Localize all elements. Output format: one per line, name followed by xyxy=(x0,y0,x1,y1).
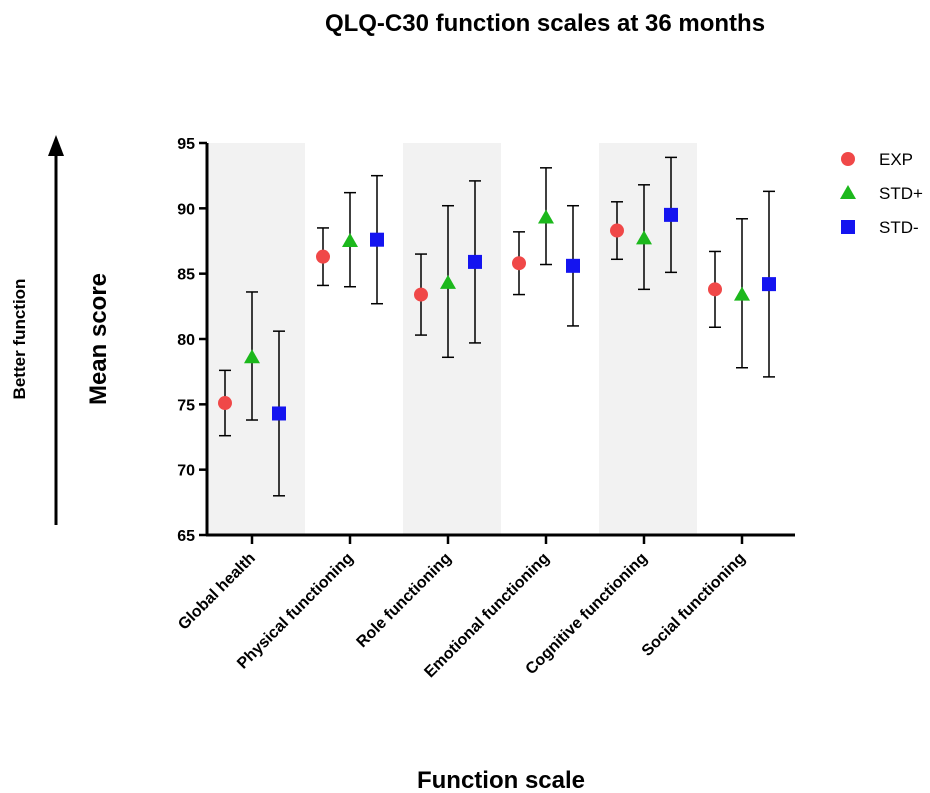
point-exp xyxy=(218,396,232,411)
point-exp xyxy=(316,249,330,264)
legend: EXP STD+ STD- xyxy=(840,150,923,237)
point-std-minus xyxy=(370,232,384,247)
point-std-plus xyxy=(734,286,750,301)
y-tick-label: 90 xyxy=(177,201,195,218)
arrow-head xyxy=(48,135,64,156)
shaded-band xyxy=(207,143,305,535)
point-std-minus xyxy=(468,254,482,269)
point-std-minus xyxy=(272,406,286,421)
side-label: Better function xyxy=(10,279,29,400)
point-exp xyxy=(414,287,428,302)
shaded-band xyxy=(599,143,697,535)
data-points xyxy=(218,156,776,497)
point-std-plus xyxy=(244,349,260,364)
point-std-plus xyxy=(440,274,456,289)
legend-label: STD- xyxy=(879,218,919,237)
chart-title: QLQ-C30 function scales at 36 months xyxy=(325,10,765,37)
y-tick-label: 80 xyxy=(177,332,195,349)
x-tick-label: Global health xyxy=(175,550,259,634)
y-axis: 65 70 75 80 85 90 95 xyxy=(177,136,209,545)
y-tick-label: 65 xyxy=(177,528,195,545)
y-tick-label: 95 xyxy=(177,136,195,153)
legend-marker-exp xyxy=(841,152,855,166)
y-axis-title: Mean score xyxy=(85,273,112,405)
point-std-minus xyxy=(664,207,678,222)
legend-label: STD+ xyxy=(879,184,923,203)
x-axis-title: Function scale xyxy=(417,767,585,793)
point-std-minus xyxy=(566,258,580,273)
legend-label: EXP xyxy=(879,150,913,169)
point-std-minus xyxy=(762,277,776,292)
y-tick-label: 85 xyxy=(177,267,195,284)
shaded-band xyxy=(403,143,501,535)
x-tick-label: Social functioning xyxy=(639,550,749,660)
point-exp xyxy=(708,282,722,297)
point-std-plus xyxy=(342,233,358,247)
better-function-arrow xyxy=(48,135,64,525)
x-tick-label: Physical functioning xyxy=(234,550,357,673)
point-exp xyxy=(512,256,526,271)
legend-marker-std-minus xyxy=(841,220,855,234)
y-tick-label: 75 xyxy=(177,397,195,414)
point-std-plus xyxy=(636,230,652,245)
category-bands xyxy=(207,143,697,535)
point-std-plus xyxy=(538,209,554,224)
y-tick-label: 70 xyxy=(177,463,195,480)
x-tick-label: Role functioning xyxy=(354,550,455,651)
legend-marker-std-plus xyxy=(840,185,856,199)
point-exp xyxy=(610,223,624,238)
